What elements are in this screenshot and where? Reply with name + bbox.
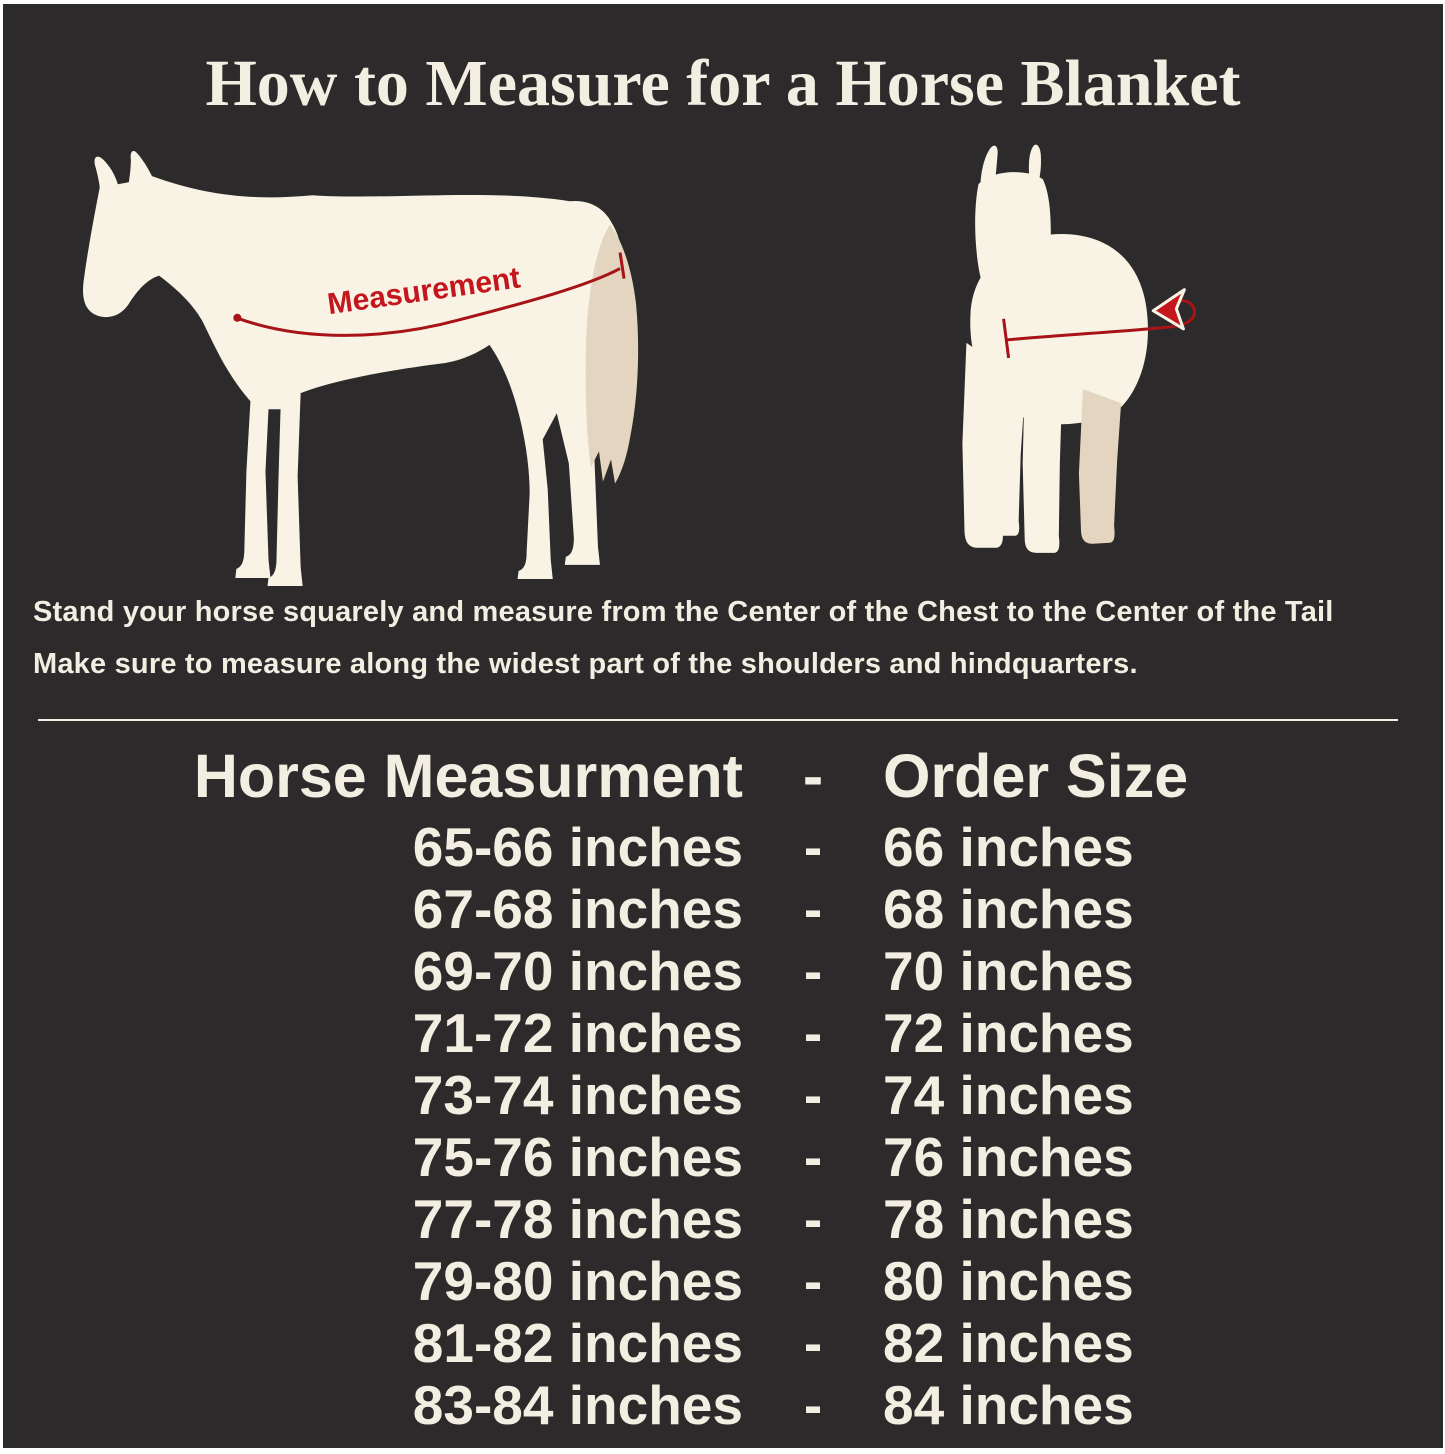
order-size: 82 inches xyxy=(883,1312,1134,1374)
order-size: 70 inches xyxy=(883,940,1134,1002)
size-chart-row: 81-82 inches - 82 inches xyxy=(143,1312,1303,1374)
size-chart: Horse Measurment - Order Size 65-66 inch… xyxy=(143,736,1303,1436)
row-separator: - xyxy=(803,1002,823,1064)
order-size: 78 inches xyxy=(883,1188,1134,1250)
size-chart-row: 77-78 inches - 78 inches xyxy=(143,1188,1303,1250)
front-horse-ear-right xyxy=(1028,144,1042,187)
size-chart-row: 73-74 inches - 74 inches xyxy=(143,1064,1303,1126)
measurement-range: 71-72 inches xyxy=(412,1002,743,1064)
section-divider xyxy=(38,719,1398,721)
front-horse-leg-front-right xyxy=(1022,381,1062,553)
measurement-range: 83-84 inches xyxy=(412,1374,743,1436)
measurement-range: 77-78 inches xyxy=(412,1188,743,1250)
row-separator: - xyxy=(803,1126,823,1188)
row-separator: - xyxy=(803,1250,823,1312)
front-horse-illustration xyxy=(962,144,1196,553)
measurement-range: 69-70 inches xyxy=(412,940,743,1002)
size-chart-row: 75-76 inches - 76 inches xyxy=(143,1126,1303,1188)
instruction-line-2: Make sure to measure along the widest pa… xyxy=(33,648,1138,680)
row-separator: - xyxy=(803,1374,823,1436)
size-chart-header: Horse Measurment - Order Size xyxy=(143,736,1303,816)
girth-start-tick xyxy=(1002,318,1011,359)
order-size: 66 inches xyxy=(883,816,1134,878)
order-size: 74 inches xyxy=(883,1064,1134,1126)
side-horse-tail xyxy=(585,224,639,484)
row-separator: - xyxy=(803,1188,823,1250)
size-chart-row: 67-68 inches - 68 inches xyxy=(143,878,1303,940)
size-chart-row: 71-72 inches - 72 inches xyxy=(143,1002,1303,1064)
row-separator: - xyxy=(803,816,823,878)
measurement-range: 75-76 inches xyxy=(412,1126,743,1188)
measurement-range: 81-82 inches xyxy=(412,1312,743,1374)
header-measurement: Horse Measurment xyxy=(193,742,743,810)
page-title: How to Measure for a Horse Blanket xyxy=(205,47,1241,120)
measurement-range: 73-74 inches xyxy=(412,1064,743,1126)
size-chart-row: 65-66 inches - 66 inches xyxy=(143,816,1303,878)
order-size: 80 inches xyxy=(883,1250,1134,1312)
side-horse-illustration: Measurement xyxy=(83,151,639,586)
order-size: 84 inches xyxy=(883,1374,1134,1436)
size-chart-row: 79-80 inches - 80 inches xyxy=(143,1250,1303,1312)
measurement-range: 67-68 inches xyxy=(412,878,743,940)
order-size: 72 inches xyxy=(883,1002,1134,1064)
size-chart-body: 65-66 inches - 66 inches 67-68 inches - … xyxy=(143,816,1303,1436)
order-size: 68 inches xyxy=(883,878,1134,940)
measurement-arc xyxy=(235,267,621,337)
measuring-instructions: Stand your horse squarely and measure fr… xyxy=(33,586,1425,690)
order-size: 76 inches xyxy=(883,1126,1134,1188)
infographic-panel: How to Measure for a Horse Blanket Measu… xyxy=(3,4,1443,1448)
row-separator: - xyxy=(803,878,823,940)
front-horse-head xyxy=(975,172,1051,323)
side-horse-body-silhouette xyxy=(83,151,625,586)
front-horse-leg-hind-right xyxy=(1078,389,1122,544)
row-separator: - xyxy=(803,940,823,1002)
size-chart-row: 83-84 inches - 84 inches xyxy=(143,1374,1303,1436)
header-order-size: Order Size xyxy=(883,742,1189,810)
measurement-end-tick xyxy=(618,252,626,279)
header-separator: - xyxy=(802,742,824,810)
front-horse-ear-left xyxy=(980,145,998,188)
front-horse-leg-hind-left xyxy=(990,383,1025,536)
instruction-line-1: Stand your horse squarely and measure fr… xyxy=(33,596,1334,628)
row-separator: - xyxy=(803,1064,823,1126)
measurement-range: 65-66 inches xyxy=(412,816,743,878)
row-separator: - xyxy=(803,1312,823,1374)
size-chart-row: 69-70 inches - 70 inches xyxy=(143,940,1303,1002)
measurement-range: 79-80 inches xyxy=(412,1250,743,1312)
girth-arrowhead xyxy=(1151,288,1186,331)
